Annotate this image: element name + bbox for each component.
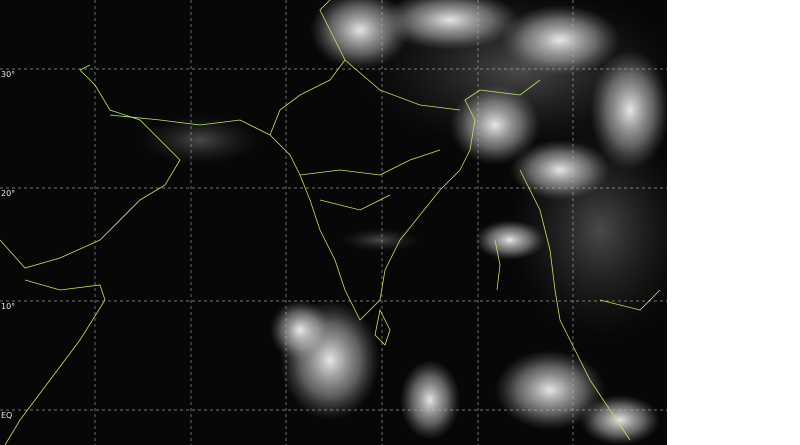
- lat-lon-grid: [0, 0, 667, 445]
- latitude-label-30: 30°: [1, 70, 16, 79]
- satellite-canvas: [0, 0, 667, 445]
- latitude-label-20: 20°: [1, 189, 16, 198]
- satellite-image: 30° 20° 10° EQ: [0, 0, 667, 445]
- latitude-label-equator: EQ: [1, 411, 13, 420]
- latitude-label-10: 10°: [1, 302, 16, 311]
- cloud-cover: [140, 0, 667, 445]
